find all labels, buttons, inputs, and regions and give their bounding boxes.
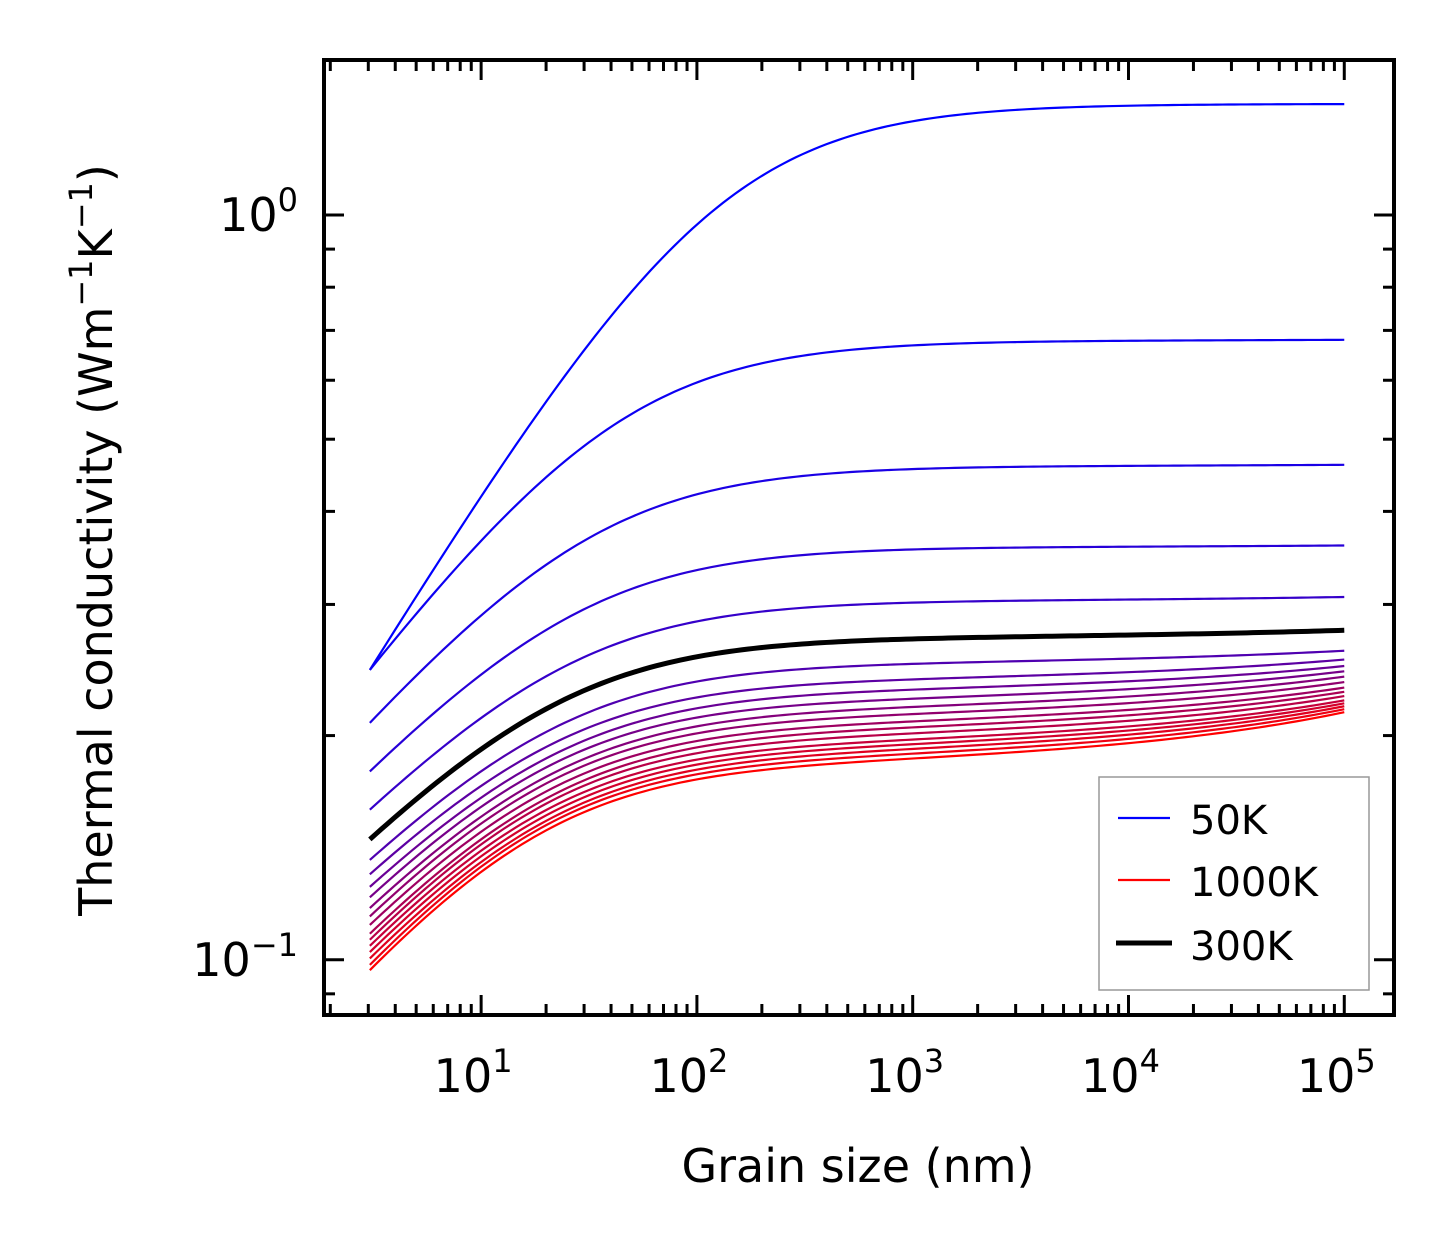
- x-tick-label: 101: [434, 1042, 513, 1103]
- series-line-750k: [369, 694, 1345, 941]
- series-line-100k: [368, 338, 1345, 671]
- series-line-250k: [369, 595, 1345, 811]
- y-axis-ticks: [324, 213, 1394, 996]
- legend-label-300k: 300K: [1190, 924, 1294, 970]
- series-group: [368, 102, 1345, 971]
- series-line-150k: [369, 463, 1345, 724]
- series-line-500k: [369, 670, 1345, 899]
- legend-label-1000k: 1000K: [1190, 860, 1320, 906]
- y-tick-labels: 100 10−1: [192, 181, 298, 987]
- series-line-550k: [369, 675, 1345, 909]
- series-line-800k: [369, 699, 1345, 947]
- x-axis-ticks: [328, 60, 1346, 1015]
- series-line-300k: [368, 627, 1345, 842]
- series-line-50k: [368, 102, 1345, 671]
- y-tick-label: 100: [219, 181, 298, 242]
- x-tick-label: 102: [649, 1042, 728, 1103]
- y-axis-title: Thermal conductivity (Wm−1K−1): [62, 164, 123, 917]
- x-axis-title: Grain size (nm): [682, 1139, 1035, 1193]
- series-line-350k: [369, 649, 1345, 861]
- legend-label-50k: 50K: [1190, 798, 1269, 844]
- series-line-1000k: [369, 711, 1345, 971]
- series-line-400k: [369, 658, 1345, 876]
- series-line-850k: [369, 702, 1345, 953]
- series-line-450k: [369, 664, 1345, 888]
- x-tick-labels: 101 102 103 104 105: [434, 1042, 1376, 1103]
- series-line-600k: [369, 680, 1345, 918]
- series-line-950k: [369, 708, 1345, 966]
- x-tick-label: 103: [865, 1042, 944, 1103]
- y-tick-label: 10−1: [192, 926, 298, 987]
- plot-frame: [322, 58, 1396, 1017]
- series-line-700k: [369, 690, 1345, 935]
- x-tick-label: 104: [1081, 1042, 1160, 1103]
- series-line-650k: [369, 686, 1345, 926]
- series-line-900k: [369, 705, 1345, 960]
- x-tick-label: 105: [1297, 1042, 1376, 1103]
- legend-box: [1098, 776, 1370, 991]
- series-line-200k: [369, 544, 1345, 773]
- legend: 50K 1000K 300K: [1098, 776, 1370, 991]
